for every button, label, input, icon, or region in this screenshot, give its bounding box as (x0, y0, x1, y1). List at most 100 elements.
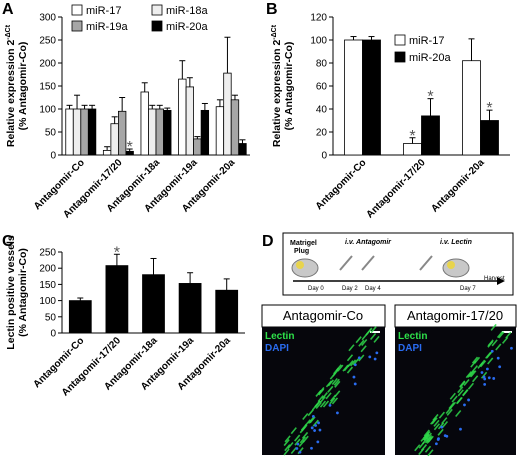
y-tick-label: 200 (39, 264, 56, 275)
y-axis-label: (% Antagomir-Co) (17, 42, 29, 131)
legend-swatch (71, 20, 83, 32)
bar (118, 110, 127, 156)
decoration (314, 424, 317, 427)
decoration (302, 435, 309, 443)
error-bar (216, 99, 223, 107)
decoration (459, 381, 466, 389)
decoration (423, 429, 430, 437)
decoration (482, 375, 486, 379)
y-tick-label: 40 (316, 105, 328, 116)
bar (215, 289, 239, 334)
decoration (290, 446, 297, 455)
day-label: Day 0 (308, 286, 324, 292)
error-bar (186, 77, 193, 87)
decoration (425, 432, 433, 440)
legend-label: miR-20a (166, 21, 208, 33)
decoration (337, 364, 344, 372)
decoration (357, 356, 361, 360)
decoration (431, 417, 438, 425)
day-label: Day 4 (365, 286, 381, 292)
decoration (498, 365, 502, 369)
decoration (301, 424, 308, 432)
decoration (365, 328, 372, 336)
decoration (290, 427, 297, 435)
y-tick-label: 250 (39, 36, 56, 47)
decoration (498, 331, 505, 339)
decoration (369, 332, 377, 341)
bar (155, 108, 164, 156)
legend-label: miR-19a (86, 21, 128, 33)
y-axis-label: (% Antagomir-Co) (17, 248, 29, 337)
decoration (284, 435, 291, 443)
decoration (418, 441, 425, 449)
decoration (445, 406, 452, 414)
decoration (485, 351, 492, 359)
decoration (318, 388, 325, 396)
syringe-icon (361, 255, 375, 271)
error-bar (119, 97, 126, 112)
harvest-label: Harvest (484, 276, 505, 282)
decoration (348, 344, 355, 352)
decoration (316, 440, 320, 444)
significance-mark: * (114, 244, 120, 261)
micrograph (395, 327, 516, 455)
decoration (307, 409, 314, 417)
decoration (352, 375, 356, 379)
error-bar (187, 272, 194, 284)
x-tick-label: Antagomir-Co (314, 157, 369, 212)
y-axis-label-sup: -ΔCt (271, 24, 278, 39)
y-axis-label: Relative expression 2-ΔCt (271, 24, 283, 147)
error-bar (113, 253, 120, 266)
y-tick-label: 200 (39, 59, 56, 70)
bar (185, 86, 195, 156)
mouse-icon (442, 258, 470, 278)
y-axis-label-sup: -ΔCt (5, 24, 12, 39)
decoration (487, 357, 494, 365)
channel-label: Lectin (265, 331, 294, 342)
decoration (463, 403, 466, 407)
bar (140, 91, 149, 156)
decoration (449, 392, 456, 400)
decoration (432, 413, 439, 421)
decoration (479, 360, 487, 368)
panel-label: A (2, 1, 14, 18)
decoration (334, 380, 341, 388)
decoration (336, 411, 339, 415)
decoration (370, 326, 377, 334)
error-bar (409, 137, 416, 144)
decoration (358, 339, 365, 347)
decoration (299, 436, 306, 444)
decoration (315, 402, 322, 410)
decoration (294, 438, 301, 446)
decoration (467, 398, 470, 402)
decoration (485, 367, 489, 371)
decoration (440, 425, 444, 429)
legend-swatch (394, 34, 406, 46)
error-bar (149, 104, 156, 109)
decoration (433, 423, 441, 431)
decoration (358, 354, 365, 362)
day-label: Day 7 (460, 286, 476, 292)
decoration (331, 397, 339, 405)
plug-label: Matrigel (290, 240, 317, 247)
y-tick-label: 100 (39, 296, 56, 307)
decoration (355, 336, 362, 344)
significance-mark: * (486, 100, 492, 117)
decoration (313, 429, 316, 432)
decoration (353, 363, 357, 367)
bar (215, 106, 225, 156)
decoration (328, 404, 332, 407)
y-axis-label: Relative expression 2-ΔCt (5, 24, 17, 147)
decoration (373, 335, 380, 343)
mouse-icon (291, 258, 319, 278)
error-bar (104, 146, 111, 151)
decoration (496, 356, 500, 360)
decoration (477, 361, 484, 369)
legend-label: miR-17 (409, 35, 444, 47)
decoration (449, 401, 457, 409)
decoration (456, 396, 463, 404)
decoration (310, 426, 314, 430)
y-tick-label: 150 (39, 82, 56, 93)
error-bar (89, 104, 96, 109)
y-tick-label: 100 (310, 36, 327, 47)
